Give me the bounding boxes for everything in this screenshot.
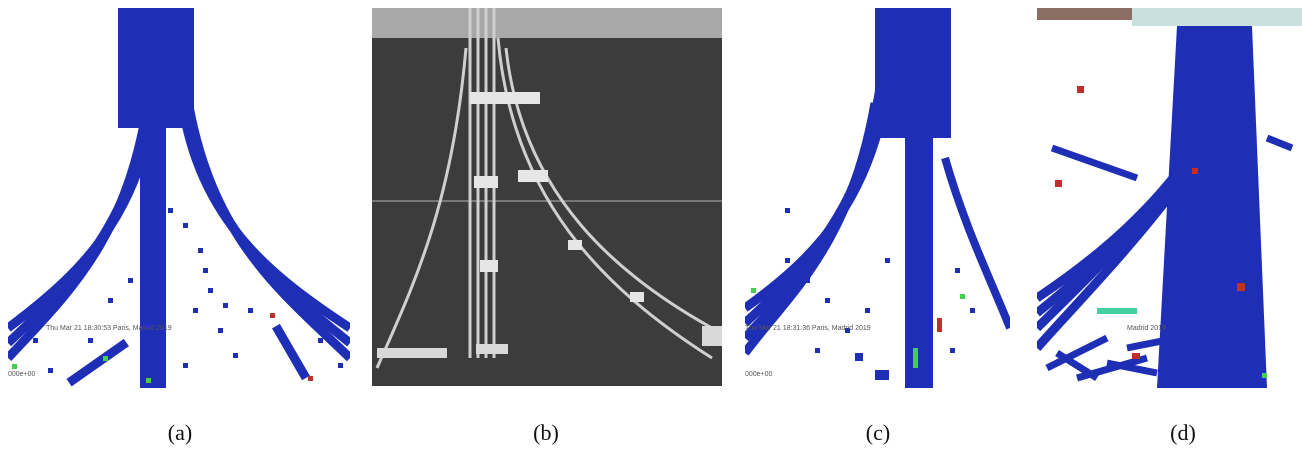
contact-markers <box>751 288 965 368</box>
fiber-fragment <box>272 323 310 381</box>
panel-d-timestamp: Madrid 2019 <box>1127 325 1166 332</box>
panel-c-canvas: Thu Mar 21 18:31:36 Paris, Madrid 2019 0… <box>745 8 1010 388</box>
panel-c: Thu Mar 21 18:31:36 Paris, Madrid 2019 0… <box>745 8 1010 388</box>
panel-d-canvas: Madrid 2019 <box>1037 8 1302 388</box>
panel-a: Thu Mar 21 18:30:53 Paris, Madrid 2019 0… <box>8 8 350 388</box>
fiber-column <box>140 118 166 388</box>
fiber-trunk <box>1157 26 1267 388</box>
panel-c-timestamp: Thu Mar 21 18:31:36 Paris, Madrid 2019 <box>745 325 871 332</box>
fiber-bundle-left <box>1037 135 1206 351</box>
debris-field <box>33 208 343 373</box>
fiber-column <box>905 128 933 388</box>
panel-a-timestamp: Thu Mar 21 18:30:53 Paris, Madrid 2019 <box>46 325 172 332</box>
fiber-fragment <box>66 338 129 387</box>
panel-b <box>372 8 722 386</box>
debris-field <box>765 208 975 380</box>
fiber-trunk <box>875 8 951 138</box>
caption-c: (c) <box>865 420 891 445</box>
panel-c-scale-label: 000e+00 <box>745 371 773 378</box>
caption-b: (b) <box>533 420 559 445</box>
panel-d: Madrid 2019 <box>1037 8 1302 388</box>
debris-rods <box>1045 134 1294 382</box>
panel-a-canvas: Thu Mar 21 18:30:53 Paris, Madrid 2019 0… <box>8 8 350 388</box>
caption-d: (d) <box>1170 420 1196 445</box>
contact-markers <box>1055 86 1267 378</box>
fiber-bundle-right <box>941 156 1010 330</box>
panel-a-scale-label: 000e+00 <box>8 371 36 378</box>
contact-markers <box>12 313 313 383</box>
panel-b-canvas <box>372 8 722 386</box>
fiber-trunk <box>118 8 194 128</box>
caption-a: (a) <box>167 420 193 445</box>
